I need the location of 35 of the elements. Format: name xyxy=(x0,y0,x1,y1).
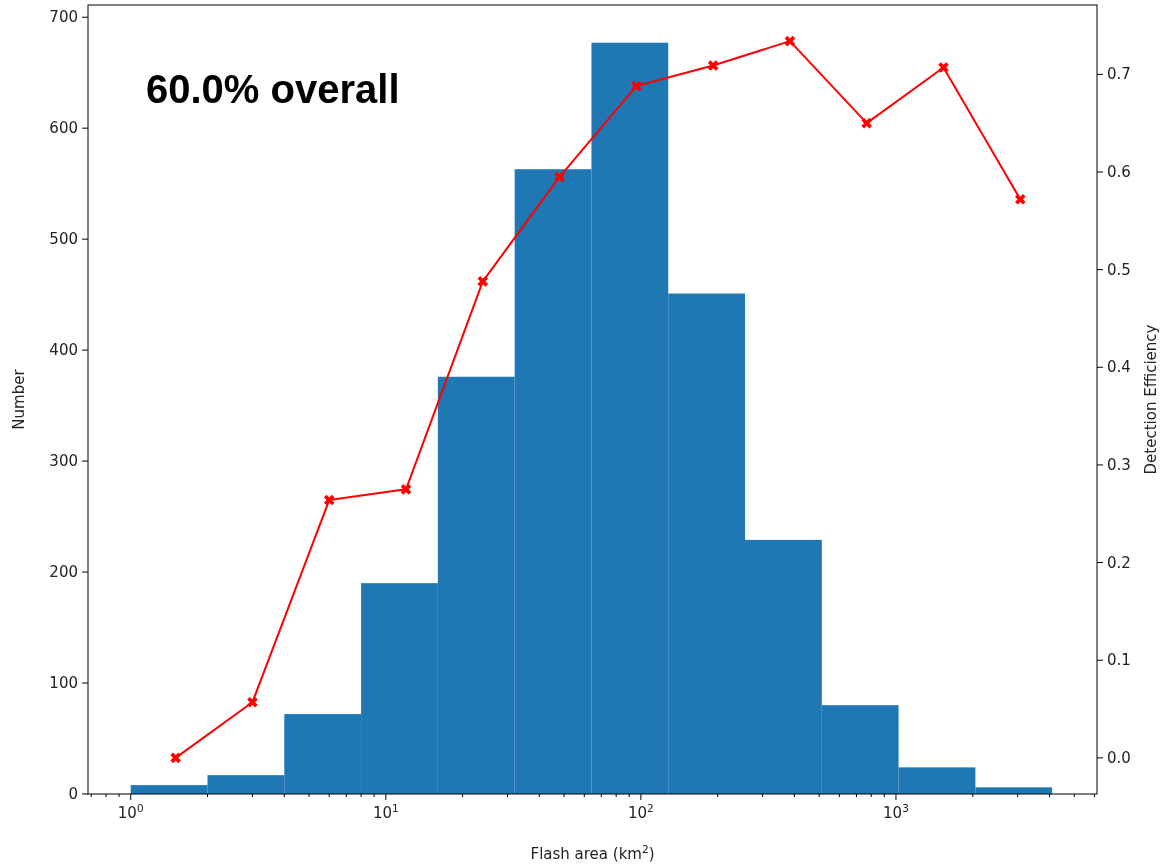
point xyxy=(170,752,181,764)
point xyxy=(400,484,412,495)
point xyxy=(477,276,489,287)
point xyxy=(707,60,719,71)
point xyxy=(554,171,565,183)
y2-tick-label: 0.7 xyxy=(1107,65,1131,84)
y-axis-title: Number xyxy=(10,368,28,430)
y2-tick-label: 0.3 xyxy=(1107,455,1131,474)
x-tick-label: 10$^{1}$ xyxy=(372,802,399,822)
point xyxy=(861,117,873,129)
y2-tick-label: 0.5 xyxy=(1107,260,1131,279)
y2-tick-label: 0.4 xyxy=(1107,358,1131,377)
y-tick-label: 700 xyxy=(49,8,78,27)
y-tick-label: 300 xyxy=(49,452,78,471)
point xyxy=(1014,194,1026,205)
y-tick-label: 0 xyxy=(68,785,78,803)
x-tick-label: 10$^{0}$ xyxy=(117,802,144,822)
y2-tick-label: 0.6 xyxy=(1107,162,1131,181)
x-tick-label: 10$^{2}$ xyxy=(627,802,654,822)
y-tick-label: 400 xyxy=(49,341,78,360)
y2-axis-title: Detection Efficiency xyxy=(1142,324,1160,475)
point xyxy=(784,35,796,47)
point xyxy=(247,696,258,708)
y-tick-label: 600 xyxy=(49,119,78,138)
point xyxy=(323,494,335,506)
y2-tick-label: 0.2 xyxy=(1107,553,1131,572)
point xyxy=(631,80,642,92)
x-axis-title: Flash area (km$^{2}$) xyxy=(530,843,655,863)
y2-tick-label: 0.0 xyxy=(1107,748,1131,767)
annotation: 60.0% overall xyxy=(146,67,400,111)
y2-tick-label: 0.1 xyxy=(1107,651,1131,670)
x-tick-label: 10$^{3}$ xyxy=(883,802,909,822)
y-tick-label: 500 xyxy=(49,230,78,249)
y-tick-label: 200 xyxy=(49,563,78,582)
y-tick-label: 100 xyxy=(49,674,78,693)
